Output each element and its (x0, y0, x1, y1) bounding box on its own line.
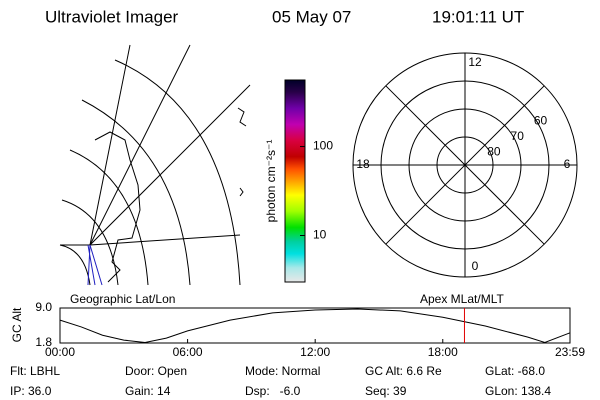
status-field: Seq: 39 (365, 384, 407, 398)
mlt-label: 18 (356, 157, 370, 171)
status-field: Gain: 14 (125, 384, 171, 398)
altitude-line (59, 308, 571, 344)
title: Ultraviolet Imager (45, 7, 179, 26)
lat-label: 60 (534, 113, 548, 127)
x-tick-label: 12:00 (300, 345, 330, 359)
polar-spoke (385, 85, 545, 245)
mlt-label: 12 (468, 55, 482, 69)
geographic-map (59, 44, 251, 286)
y-axis-label: GC Alt (10, 307, 24, 342)
x-tick-label: 18:00 (428, 345, 458, 359)
mlt-label: 0 (472, 259, 479, 273)
colorbar-label: photon cm⁻²s⁻¹ (264, 140, 278, 223)
mlt-label: 6 (564, 157, 571, 171)
colorbar (284, 79, 306, 283)
status-field: GLon: 138.4 (485, 384, 551, 398)
status-field: IP: 36.0 (10, 384, 52, 398)
plot-frame (59, 307, 571, 344)
colorbar-tick-label: 100 (313, 139, 333, 153)
status-field: Mode: Normal (245, 364, 320, 378)
y-tick-label: 9.0 (35, 300, 52, 314)
status-field: Dsp: -6.0 (245, 384, 301, 398)
x-tick-label: 23:59 (555, 345, 585, 359)
x-tick-label: 00:00 (45, 345, 75, 359)
time: 19:01:11 UT (432, 7, 524, 26)
status-field: GLat: -68.0 (485, 364, 545, 378)
x-tick-label: 06:00 (173, 345, 203, 359)
lat-label: 70 (511, 129, 525, 143)
colorbar-tick-label: 10 (313, 228, 327, 242)
status-field: Flt: LBHL (10, 364, 60, 378)
status-field: Door: Open (125, 364, 187, 378)
date: 05 May 07 (272, 7, 351, 26)
status-field: GC Alt: 6.6 Re (365, 364, 442, 378)
map-label: Geographic Lat/Lon (70, 292, 175, 306)
y-tick-label: 1.8 (35, 335, 52, 349)
polar-label: Apex MLat/MLT (420, 292, 504, 306)
lat-label: 80 (487, 145, 501, 159)
